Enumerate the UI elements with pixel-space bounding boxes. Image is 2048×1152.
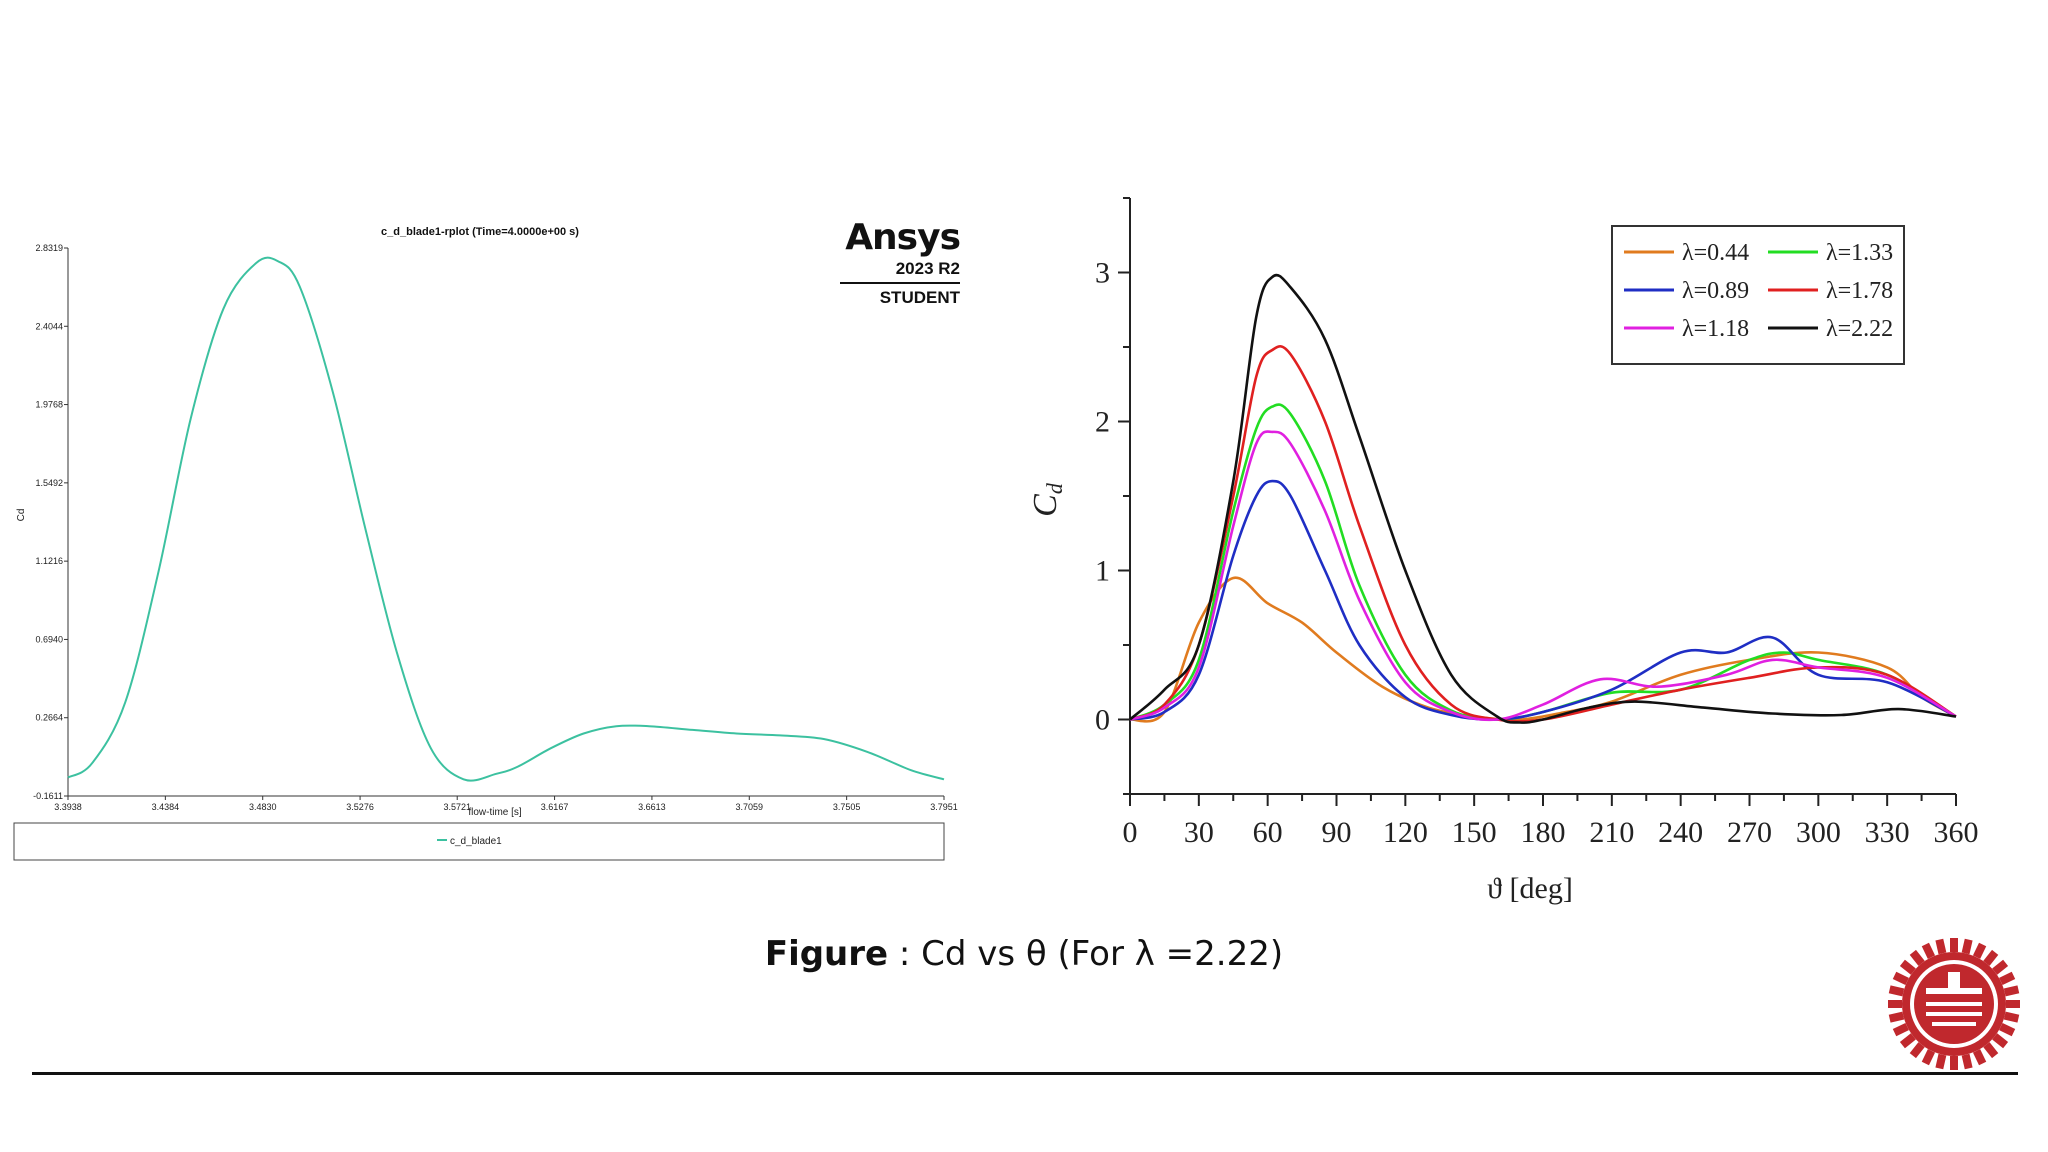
right-y-tick-label: 2	[1095, 406, 1110, 439]
right-x-tick-label: 330	[1865, 816, 1910, 849]
right-x-tick-label: 360	[1934, 816, 1979, 849]
left-series-line	[67, 256, 945, 782]
seal-gear-tooth	[1921, 942, 1936, 959]
seal-gear-tooth	[1892, 1022, 1909, 1037]
figure-caption-label: Figure	[764, 934, 889, 974]
university-seal-logo	[1888, 938, 2020, 1070]
left-x-tick-label: 3.4384	[152, 802, 180, 812]
left-x-tick-label: 3.7059	[736, 802, 764, 812]
seal-gear-tooth	[1899, 1033, 1916, 1049]
ansys-logo-version: 2023 R2	[895, 259, 960, 278]
left-x-tick-label: 3.6613	[638, 802, 666, 812]
ansys-logo-name: Ansys	[845, 217, 961, 258]
left-y-tick-label: 1.5492	[35, 478, 63, 488]
bottom-rule	[32, 1072, 2018, 1075]
seal-gear-tooth	[1972, 1049, 1987, 1066]
seal-gear-tooth	[1935, 1053, 1947, 1070]
seal-gear-tooth	[1999, 971, 2016, 986]
right-y-tick-label: 1	[1095, 555, 1110, 588]
right-legend-box	[1611, 225, 1905, 365]
left-legend-label: c_d_blade1	[450, 836, 502, 847]
seal-gear-tooth	[1950, 938, 1958, 952]
seal-gear-tooth	[1899, 959, 1916, 975]
seal-gear-tooth	[2003, 1011, 2020, 1023]
seal-gear-tooth	[1935, 938, 1947, 955]
left-chart-title: c_d_blade1-rplot (Time=4.0000e+00 s)	[381, 226, 579, 238]
left-x-axis-label: flow-time [s]	[468, 807, 522, 818]
right-y-tick-label: 0	[1095, 704, 1110, 737]
seal-gear-tooth	[2003, 985, 2020, 997]
figure-caption-text: : Cd vs θ (For λ =2.22)	[888, 934, 1284, 974]
right-x-tick-label: 210	[1589, 816, 1634, 849]
left-y-tick-label: 2.4044	[35, 321, 63, 331]
right-legend-label: λ=1.78	[1826, 278, 1893, 304]
left-x-tick-label: 3.7951	[930, 802, 958, 812]
left-y-tick-label: -0.1611	[33, 791, 63, 801]
seal-gear-tooth	[1992, 959, 2009, 975]
right-legend-label: λ=0.44	[1682, 240, 1749, 266]
right-x-axis-label: ϑ [deg]	[1487, 872, 1573, 905]
seal-gear-tooth	[1888, 1011, 1905, 1023]
left-y-tick-label: 0.6940	[35, 634, 63, 644]
figure-caption: Figure : Cd vs θ (For λ =2.22)	[0, 934, 2048, 974]
left-y-tick-label: 1.9768	[35, 400, 63, 410]
seal-gear-tooth	[1950, 1056, 1958, 1070]
right-series-line	[1129, 576, 1957, 723]
seal-gear-tooth	[1892, 971, 1909, 986]
ansys-logo: Ansys 2023 R2 STUDENT	[840, 217, 961, 308]
seal-gear-tooth	[1972, 942, 1987, 959]
right-series-line	[1129, 345, 1957, 723]
seal-gear-tooth	[1909, 1042, 1925, 1059]
ansys-cd-plot: c_d_blade1-rplot (Time=4.0000e+00 s) -0.…	[13, 226, 958, 861]
left-plot-area: -0.1611 0.2664 0.6940 1.1216 1.5492 1.9768 2.4…	[33, 243, 958, 812]
seal-gear-tooth	[1888, 985, 1905, 997]
right-x-tick-label: 240	[1658, 816, 1703, 849]
right-x-tick-label: 270	[1727, 816, 1772, 849]
right-legend: λ=0.44 λ=1.33 λ=0.89 λ=1.78 λ=1.18 λ=2.22	[1611, 225, 1905, 365]
seal-gear-tooth	[1992, 1033, 2009, 1049]
left-x-tick-label: 3.3938	[54, 802, 82, 812]
left-y-tick-label: 0.2664	[35, 713, 63, 723]
ansys-logo-divider	[840, 282, 960, 284]
left-x-tick-label: 3.5721	[443, 802, 471, 812]
right-legend-label: λ=0.89	[1682, 278, 1749, 304]
right-x-tick-label: 30	[1184, 816, 1214, 849]
left-x-tick-label: 3.6167	[541, 802, 569, 812]
right-legend-label: λ=1.18	[1682, 316, 1749, 342]
left-y-tick-label: 1.1216	[35, 556, 63, 566]
left-y-axis-label: Cd	[16, 509, 27, 522]
ansys-logo-edition: STUDENT	[879, 288, 960, 307]
right-x-tick-label: 120	[1383, 816, 1428, 849]
seal-gear-tooth	[2006, 1000, 2020, 1008]
right-x-tick-label: 150	[1452, 816, 1497, 849]
left-y-tick-label: 2.8319	[35, 243, 63, 253]
right-legend-label: λ=1.33	[1826, 240, 1893, 266]
right-x-tick-label: 300	[1796, 816, 1841, 849]
left-x-tick-label: 3.7505	[833, 802, 861, 812]
right-x-tick-label: 90	[1322, 816, 1352, 849]
seal-gear-tooth	[1961, 938, 1973, 955]
right-series-line	[1129, 479, 1957, 721]
seal-gear-tooth	[1961, 1053, 1973, 1070]
right-y-tick-label: 3	[1095, 257, 1110, 290]
right-legend-label: λ=2.22	[1826, 316, 1893, 342]
right-series-line	[1129, 273, 1957, 724]
right-x-tick-label: 0	[1123, 816, 1138, 849]
seal-gear-tooth	[1888, 1000, 1902, 1008]
right-series-line	[1129, 430, 1957, 722]
left-x-tick-label: 3.5276	[346, 802, 374, 812]
left-legend-box	[13, 822, 945, 861]
seal-gear-tooth	[1909, 949, 1925, 966]
left-x-tick-label: 3.4830	[249, 802, 277, 812]
seal-gear-tooth	[1921, 1049, 1936, 1066]
right-y-axis-label: Cd	[1027, 482, 1067, 517]
seal-gear-tooth	[1983, 949, 1999, 966]
right-series-line	[1129, 403, 1957, 721]
seal-gear-tooth	[1999, 1022, 2016, 1037]
right-x-tick-label: 180	[1521, 816, 1566, 849]
seal-gear-tooth	[1983, 1042, 1999, 1059]
right-x-tick-label: 60	[1253, 816, 1283, 849]
